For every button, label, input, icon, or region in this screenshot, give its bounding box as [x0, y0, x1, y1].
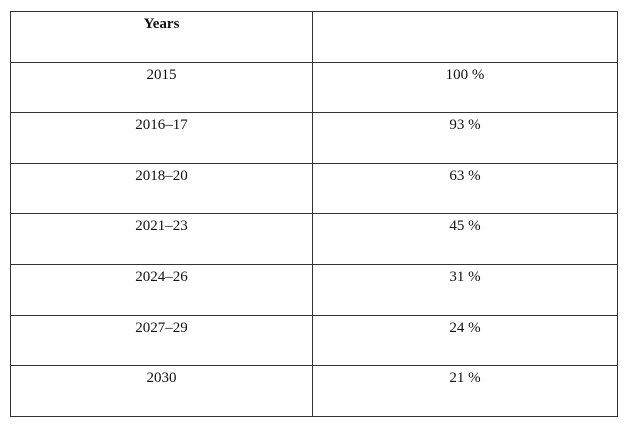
table-row: 2027–29 24 % — [10, 314, 618, 367]
table-row: 2015 100 % — [10, 61, 618, 114]
header-cell — [312, 11, 618, 63]
years-cell: 2027–29 — [10, 314, 313, 367]
data-table: Years 2015 100 % 2016–17 93 % 2018–20 63 % 202… — [10, 11, 618, 417]
years-cell: 2016–17 — [10, 112, 313, 164]
table-row: 2030 21 % — [10, 365, 618, 417]
value-cell: 31 % — [312, 263, 618, 316]
value-cell: 21 % — [312, 365, 618, 417]
years-cell: 2024–26 — [10, 263, 313, 316]
table-row: 2018–20 63 % — [10, 162, 618, 215]
table-row: 2021–23 45 % — [10, 213, 618, 265]
header-row: Years — [10, 11, 618, 63]
years-cell: 2018–20 — [10, 162, 313, 215]
table-row: 2016–17 93 % — [10, 112, 618, 164]
years-cell: 2015 — [10, 61, 313, 114]
years-cell: 2030 — [10, 365, 313, 417]
value-cell: 45 % — [312, 213, 618, 265]
header-cell: Years — [10, 11, 313, 63]
value-cell: 24 % — [312, 314, 618, 367]
value-cell: 63 % — [312, 162, 618, 215]
table-row: 2024–26 31 % — [10, 263, 618, 316]
value-cell: 100 % — [312, 61, 618, 114]
value-cell: 93 % — [312, 112, 618, 164]
table-body: 2015 100 % 2016–17 93 % 2018–20 63 % 2021–23 45… — [10, 61, 618, 417]
years-cell: 2021–23 — [10, 213, 313, 265]
